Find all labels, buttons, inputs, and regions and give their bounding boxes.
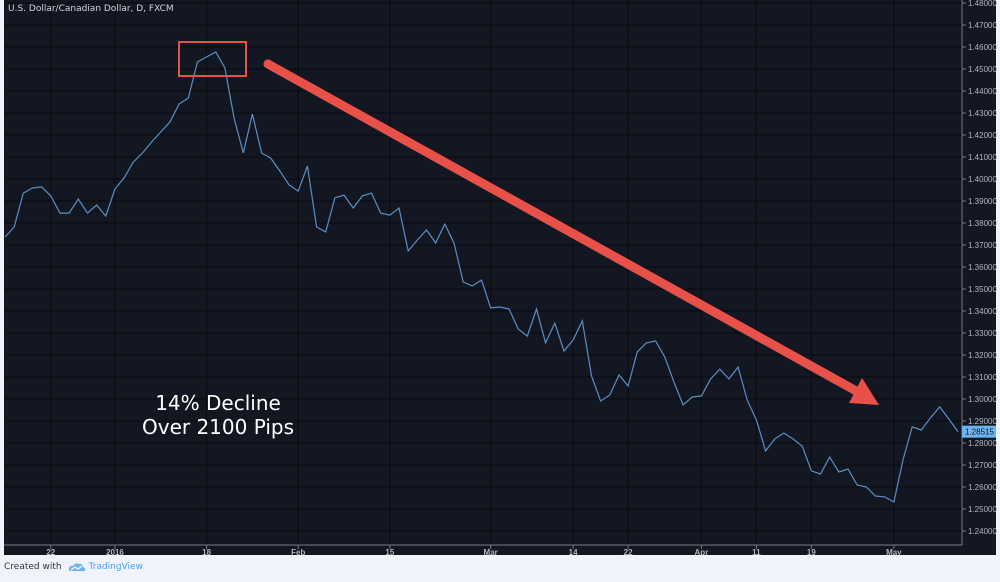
y-axis-tick-label: 1.35000 <box>968 285 997 294</box>
y-axis-tick-label: 1.45000 <box>968 65 997 74</box>
x-axis-tick-label: 22 <box>624 548 633 555</box>
y-axis-tick-label: 1.36000 <box>968 263 997 272</box>
y-axis-tick-label: 1.43000 <box>968 109 997 118</box>
price-chart[interactable]: 1.48000 1.47000 1.46000 1.45000 1.44000 1.430… <box>0 0 1000 555</box>
y-axis-tick-label: 1.44000 <box>968 87 997 96</box>
created-with-label: Created with <box>4 562 62 572</box>
x-axis-tick-label: 22 <box>46 548 55 555</box>
y-axis-tick-label: 1.42000 <box>968 131 997 140</box>
x-axis-tick-label: Mar <box>484 548 498 555</box>
y-axis-tick-label: 1.41000 <box>968 153 997 162</box>
y-axis-tick-label: 1.38000 <box>968 219 997 228</box>
y-axis-tick-label: 1.46000 <box>968 43 997 52</box>
x-axis-tick-label: 2016 <box>106 548 124 555</box>
annotation-line-1: 14% Decline <box>155 391 281 415</box>
y-axis-tick-label: 1.40000 <box>968 175 997 184</box>
y-axis-tick-label: 1.27000 <box>968 461 997 470</box>
y-axis-tick-label: 1.25000 <box>968 505 997 514</box>
y-axis-tick-label: 1.24000 <box>968 527 997 536</box>
x-axis-tick-label: 19 <box>807 548 816 555</box>
y-axis-tick-label: 1.47000 <box>968 21 997 30</box>
downtrend-arrow-head <box>849 378 879 405</box>
y-axis-tick-label: 1.37000 <box>968 241 997 250</box>
y-axis-tick-label: 1.39000 <box>968 197 997 206</box>
x-axis-tick-label: May <box>886 548 902 555</box>
y-axis-tick-label: 1.30000 <box>968 395 997 404</box>
y-axis-tick-label: 1.34000 <box>968 307 997 316</box>
y-axis-tick-label: 1.33000 <box>968 329 997 338</box>
y-axis-tick-label: 1.28000 <box>968 439 997 448</box>
y-axis-tick-label: 1.32000 <box>968 351 997 360</box>
peak-highlight-box <box>178 41 247 77</box>
tradingview-cloud-icon <box>68 563 85 571</box>
annotation-line-2: Over 2100 Pips <box>142 415 294 439</box>
x-axis-tick-label: 15 <box>385 548 394 555</box>
y-axis-tick-label: 1.29000 <box>968 417 997 426</box>
y-axis-tick-label: 1.31000 <box>968 373 997 382</box>
last-price-label: 1.28515 <box>965 428 994 437</box>
x-axis-tick-label: 14 <box>569 548 578 555</box>
x-axis-tick-label: Feb <box>291 548 305 555</box>
downtrend-arrow-shaft <box>263 59 863 397</box>
chart-panel[interactable] <box>4 0 996 555</box>
last-price-label-bg <box>962 425 996 438</box>
y-axis-tick-label: 1.48000 <box>968 0 997 8</box>
tradingview-brand: TradingView <box>88 562 143 572</box>
footer: Created with TradingView <box>4 562 143 572</box>
tradingview-link[interactable]: TradingView <box>68 562 143 572</box>
y-axis-tick-label: 1.26000 <box>968 483 997 492</box>
x-axis-tick-label: 18 <box>202 548 211 555</box>
x-axis-tick-label: 11 <box>752 548 761 555</box>
symbol-title: U.S. Dollar/Canadian Dollar, D, FXCM <box>8 4 174 14</box>
x-axis-tick-label: Apr <box>695 548 709 555</box>
